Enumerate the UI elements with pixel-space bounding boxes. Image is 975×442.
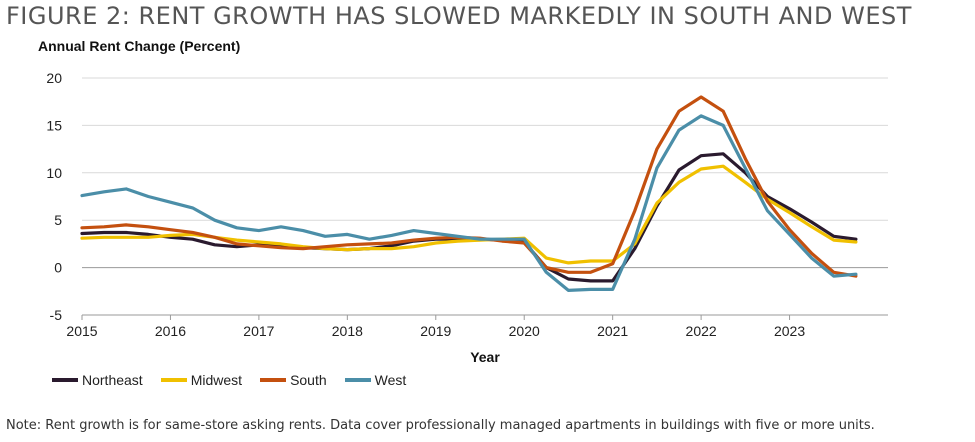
legend-item-south: South xyxy=(260,372,327,388)
y-tick-label: 15 xyxy=(46,117,62,133)
x-axis-title: Year xyxy=(470,349,500,365)
x-tick-label: 2021 xyxy=(597,323,628,339)
legend-item-west: West xyxy=(344,372,407,388)
legend-item-northeast: Northeast xyxy=(52,372,143,388)
series-line-midwest xyxy=(80,164,858,265)
x-axis-ticks: 2015 2016 2017 2018 2019 2020 2021 2022 2023 xyxy=(66,323,805,339)
series-lines xyxy=(80,95,858,292)
y-axis-title: Annual Rent Change (Percent) xyxy=(38,38,241,54)
x-axis xyxy=(81,314,888,320)
y-tick-label: 20 xyxy=(46,70,62,86)
series-line-south xyxy=(80,95,858,278)
footnote: Note: Rent growth is for same-store aski… xyxy=(6,418,875,433)
legend: Northeast Midwest South West xyxy=(52,372,406,388)
y-tick-label: -5 xyxy=(50,307,63,323)
legend-label: South xyxy=(290,372,327,388)
legend-swatch xyxy=(52,378,78,382)
y-tick-label: 10 xyxy=(46,165,62,181)
legend-label: West xyxy=(374,372,407,388)
legend-swatch xyxy=(260,378,287,382)
x-tick-label: 2020 xyxy=(509,323,540,339)
legend-label: Northeast xyxy=(82,372,143,388)
x-tick-label: 2023 xyxy=(774,323,805,339)
legend-label: Midwest xyxy=(190,372,243,388)
y-axis-ticks: 20 15 10 5 0 -5 xyxy=(46,70,62,323)
x-tick-label: 2022 xyxy=(686,323,717,339)
x-tick-label: 2017 xyxy=(243,323,274,339)
legend-item-midwest: Midwest xyxy=(160,372,243,388)
legend-swatch xyxy=(160,378,187,382)
y-tick-label: 0 xyxy=(54,260,62,276)
x-tick-label: 2016 xyxy=(155,323,186,339)
figure-title: FIGURE 2: RENT GROWTH HAS SLOWED MARKEDL… xyxy=(6,2,912,30)
x-tick-label: 2019 xyxy=(420,323,451,339)
x-tick-label: 2015 xyxy=(66,323,97,339)
x-tick-label: 2018 xyxy=(332,323,363,339)
series-line-west xyxy=(80,114,858,292)
legend-swatch xyxy=(344,378,371,382)
y-tick-label: 5 xyxy=(54,212,62,228)
